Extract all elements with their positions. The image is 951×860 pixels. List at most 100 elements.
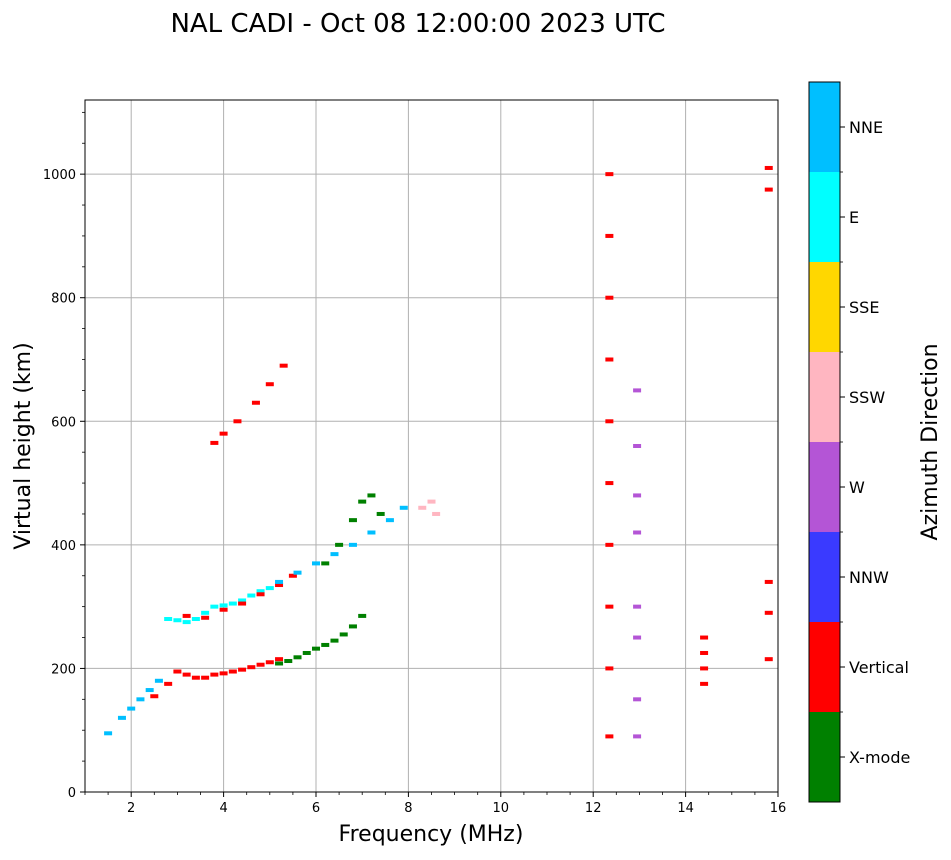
data-point [275,661,284,666]
data-point [150,694,159,699]
data-point [764,657,773,662]
data-point [210,604,219,609]
data-point [367,530,376,535]
data-point [251,400,260,405]
colorbar-segment [809,82,840,172]
x-tick-label: 14 [677,801,694,816]
x-tick-label: 4 [219,801,227,816]
data-point [764,165,773,170]
colorbar-segment [809,532,840,622]
data-point [764,187,773,192]
data-point [376,511,385,516]
colorbar-segment [809,262,840,352]
data-point [275,583,284,588]
data-point [256,662,265,667]
grid [85,100,779,793]
colorbar-segment [809,352,840,442]
data-point [233,419,242,424]
x-tick-label: 2 [127,801,135,816]
colorbar-tick-label: NNE [849,118,883,137]
colorbar-segment [809,712,840,802]
data-point [605,542,614,547]
data-point [191,617,200,621]
colorbar-tick-label: Vertical [849,658,909,677]
y-tick-label: 1000 [43,168,76,183]
data-point [201,615,210,620]
x-axis-ticks: 2 4 6 8 10 12 14 16 [84,792,787,816]
data-point [339,632,348,637]
colorbar-tick-label: X-mode [849,748,910,767]
y-tick-label: 0 [68,786,76,801]
data-point [228,601,237,606]
data-point [418,505,427,510]
x-tick-label: 10 [493,801,510,816]
colorbar-tick-label: NNW [849,568,889,587]
colorbar-segment [809,442,840,532]
data-point [247,665,256,670]
data-point [633,493,642,498]
data-point [432,511,441,516]
data-point [633,388,642,393]
data-point [127,706,136,711]
data-layer [104,165,773,739]
data-point [348,624,357,629]
data-point [605,734,614,739]
data-point [293,655,302,660]
data-point [302,650,311,655]
data-point [605,357,614,362]
data-point [605,481,614,486]
x-tick-label: 12 [585,801,602,816]
y-axis-label: Virtual height (km) [11,342,36,549]
data-point [136,697,145,702]
data-point [399,505,408,510]
data-point [605,604,614,609]
data-point [385,518,394,523]
data-point [330,638,339,643]
data-point [219,607,228,612]
data-point [265,382,274,387]
data-point [700,650,709,655]
data-point [312,646,320,651]
colorbar-tick-label: E [849,208,859,227]
data-point [700,635,709,640]
colorbar-tick-label: SSW [849,388,885,407]
data-point [275,657,284,662]
x-tick-label: 6 [312,801,320,816]
data-point [321,561,330,566]
data-point [191,675,200,680]
data-point [633,604,642,609]
data-point [293,570,302,575]
colorbar-label: Azimuth Direction [918,343,943,540]
x-axis-label: Frequency (MHz) [339,822,524,847]
data-point [633,697,642,702]
data-point [238,601,247,606]
data-point [605,666,614,671]
data-point [182,620,191,625]
colorbar-tick-label: W [849,478,865,497]
data-point [633,444,642,448]
data-point [265,660,274,665]
data-point [348,542,357,547]
data-point [633,635,642,640]
data-point [256,589,265,594]
x-tick-label: 16 [770,801,787,816]
data-point [330,552,339,557]
data-point [605,419,614,424]
data-point [164,617,173,621]
colorbar-frame [808,81,841,803]
data-point [605,172,614,177]
data-point [605,233,614,238]
data-point [288,573,297,578]
colorbar-segment [809,172,840,262]
data-point [210,672,219,677]
data-point [182,672,191,677]
y-tick-label: 200 [51,662,76,677]
data-point [427,499,436,504]
data-point [367,493,376,498]
data-point [633,530,642,535]
y-tick-label: 800 [51,292,76,307]
data-point [605,295,614,300]
x-tick-label: 8 [404,801,412,816]
